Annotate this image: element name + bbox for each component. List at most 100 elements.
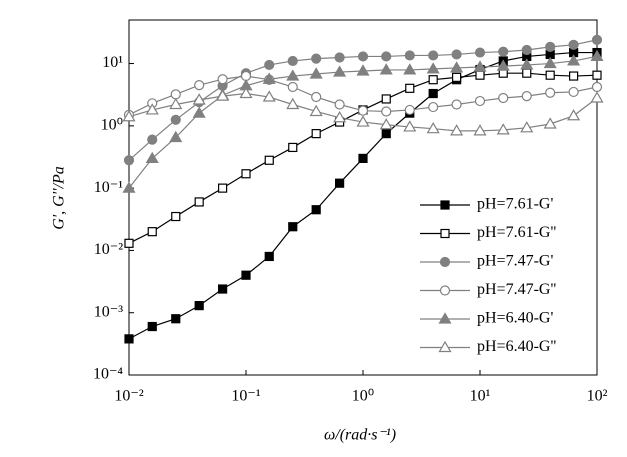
y-tick-label: 10⁰ [101,117,123,134]
data-point [428,75,438,85]
data-point [123,155,135,166]
data-point [496,123,510,135]
data-point [192,106,206,118]
x-tick-label: 10² [587,388,608,405]
data-point [543,56,557,69]
data-point [591,81,603,93]
data-point [426,121,440,134]
y-tick-label: 10⁻⁴ [93,366,123,383]
data-point [171,314,181,324]
data-point [569,71,579,81]
legend-marker [438,340,452,353]
legend-label: pH=6.40-G'' [477,338,556,355]
data-point [381,106,392,117]
data-point [568,39,579,50]
data-point [239,86,253,99]
data-point [591,34,603,45]
data-point [311,91,322,103]
data-point [520,58,534,70]
data-point [287,81,298,93]
data-point [357,51,369,62]
data-point [404,50,415,61]
data-point [311,205,321,215]
data-point [428,50,439,61]
y-tick-label: 10⁻¹ [94,179,123,196]
y-tick-label: 10⁻² [94,241,123,258]
data-point [145,151,159,164]
data-point [194,301,204,311]
data-point [264,59,275,71]
data-point [522,68,532,78]
data-point [147,227,157,237]
data-point [450,61,464,73]
y-axis-label: G', G''/Pa [51,166,68,230]
data-point [496,59,510,71]
data-point [405,83,415,93]
data-point [404,104,415,116]
legend-marker [439,285,451,296]
data-point [381,51,392,62]
data-point [288,142,298,153]
data-point [194,197,204,207]
data-point [241,270,251,280]
data-point [262,72,276,84]
data-point [545,41,556,52]
data-point [381,94,391,104]
data-point [170,89,181,100]
data-point [334,52,345,63]
data-point [311,129,321,139]
data-point [194,80,205,91]
legend-marker [440,228,450,239]
data-point [567,109,581,121]
data-point [334,99,345,110]
data-point [122,181,136,193]
data-point [403,120,417,132]
data-point [264,251,274,262]
data-point [452,72,462,82]
legend-marker [439,256,451,268]
data-point [192,93,206,105]
y-tick-label: 10⁻³ [94,303,123,320]
data-point [474,95,486,107]
data-point [286,97,300,110]
legend-label: pH=6.40-G' [477,310,553,327]
data-point [124,238,134,248]
legend-label: pH=7.61-G'' [477,224,556,241]
data-point [145,103,159,115]
data-point [590,49,604,62]
data-point [428,101,439,113]
legend-label: pH=7.47-G'' [477,281,556,298]
data-point [498,46,509,57]
data-point [473,124,487,136]
data-point [498,92,509,104]
data-point [169,130,183,143]
data-point [451,49,462,60]
data-point [545,70,555,80]
data-point [216,89,230,101]
data-point [309,67,323,79]
data-point [475,70,485,80]
data-point [521,91,532,102]
legend-marker [438,312,452,324]
data-point [288,222,298,232]
data-point [262,90,276,102]
data-point [356,115,370,127]
data-point [426,62,440,74]
data-point [568,86,579,98]
data-point [356,64,370,76]
data-point [124,334,134,344]
data-point [590,91,604,103]
data-point [335,178,345,188]
data-point [122,110,136,122]
data-point [567,54,581,66]
data-point [451,99,462,110]
legend-label: pH=7.47-G' [477,253,553,270]
data-point [358,153,368,164]
data-point [333,111,347,123]
data-point [520,121,534,133]
data-point [286,69,300,81]
x-tick-label: 10⁻² [114,388,143,405]
data-point [592,70,602,80]
legend-label: pH=7.61-G' [477,196,553,213]
